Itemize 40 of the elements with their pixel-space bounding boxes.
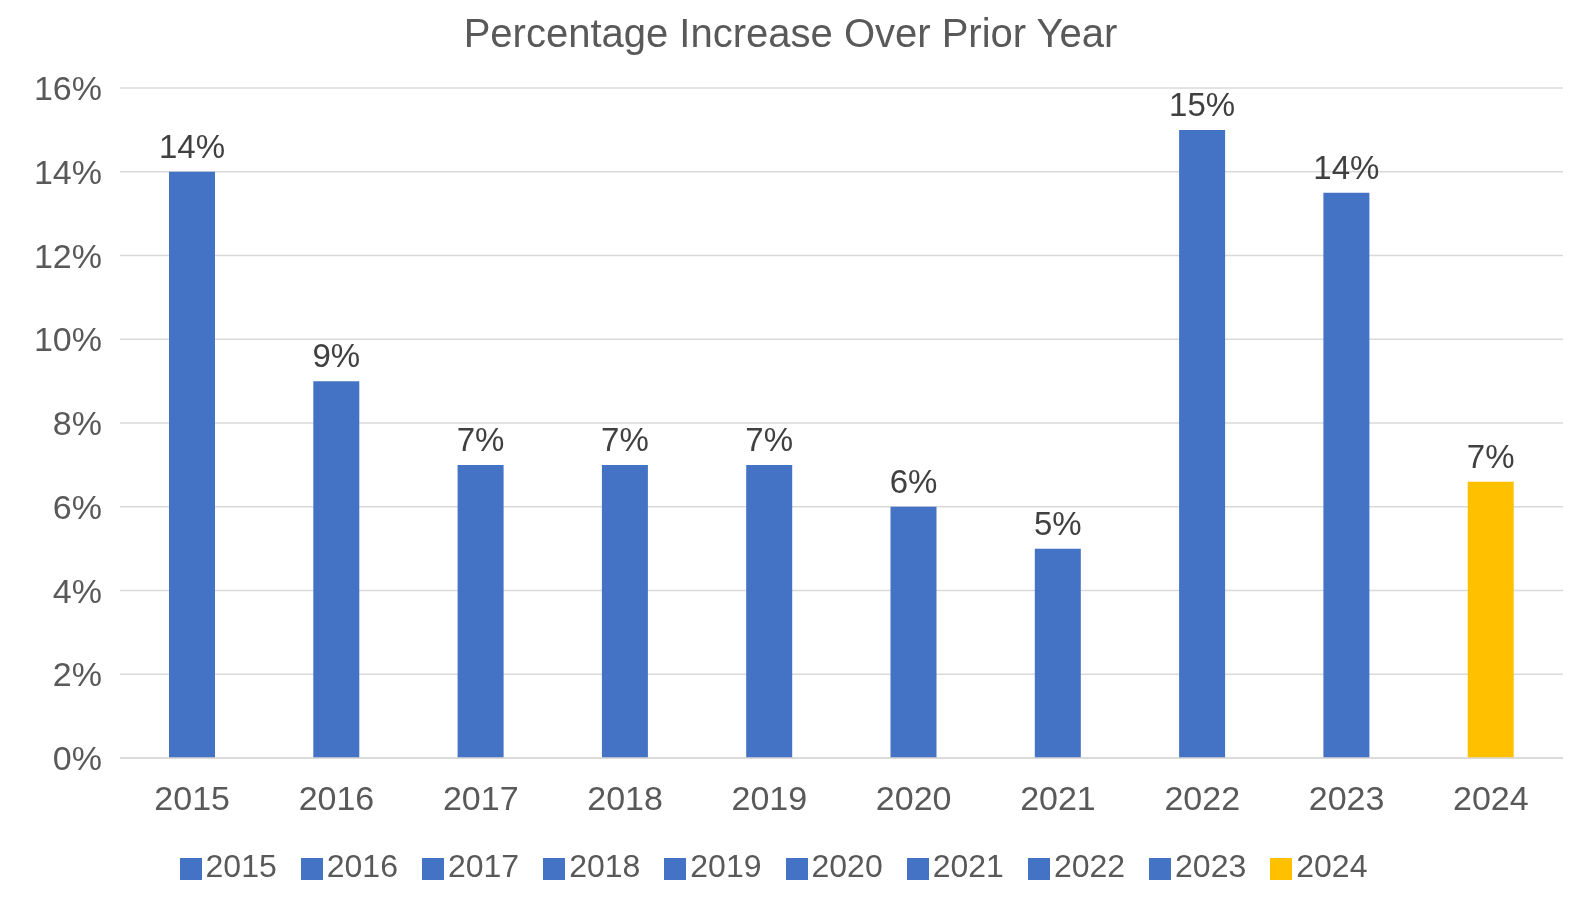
data-label: 7%: [601, 420, 649, 458]
y-tick-label: 12%: [33, 236, 102, 275]
legend-label: 2021: [932, 848, 1004, 884]
legend-label: 2020: [811, 848, 883, 884]
x-tick-label: 2023: [1308, 779, 1385, 818]
y-tick-label: 14%: [33, 152, 102, 191]
y-tick-label: 4%: [52, 571, 102, 610]
y-tick-label: 2%: [52, 655, 102, 694]
y-tick-label: 10%: [33, 320, 102, 359]
legend-label: 2024: [1296, 848, 1368, 884]
legend-label: 2019: [690, 848, 762, 884]
x-tick-label: 2017: [442, 779, 519, 818]
x-tick-label: 2022: [1164, 779, 1241, 818]
legend-label: 2018: [569, 848, 641, 884]
data-label: 7%: [1466, 437, 1515, 475]
legend-label: 2023: [1175, 848, 1247, 884]
data-label: 14%: [1313, 148, 1380, 186]
data-label: 14%: [158, 127, 226, 165]
y-tick-label: 0%: [52, 739, 102, 778]
legend-label: 2022: [1053, 848, 1126, 884]
legend-label: 2015: [205, 848, 277, 884]
y-tick-label: 8%: [52, 404, 102, 443]
data-label: 6%: [889, 462, 938, 500]
data-label: 7%: [456, 420, 505, 458]
x-tick-label: 2018: [587, 779, 663, 818]
data-label: 7%: [745, 420, 794, 458]
x-tick-label: 2019: [731, 779, 808, 818]
x-tick-label: 2015: [154, 779, 230, 818]
x-tick-label: 2021: [1020, 779, 1096, 818]
data-label: 15%: [1169, 85, 1236, 123]
chart-title: Percentage Increase Over Prior Year: [462, 10, 1119, 57]
data-label: 5%: [1033, 504, 1082, 542]
x-tick-label: 2024: [1453, 779, 1529, 818]
x-tick-label: 2020: [875, 779, 952, 818]
legend-label: 2016: [326, 848, 398, 884]
data-label: 9%: [312, 337, 361, 375]
y-tick-label: 6%: [52, 487, 102, 526]
legend-label: 2017: [447, 848, 520, 884]
y-tick-label: 16%: [33, 69, 102, 108]
x-tick-label: 2016: [298, 779, 375, 818]
